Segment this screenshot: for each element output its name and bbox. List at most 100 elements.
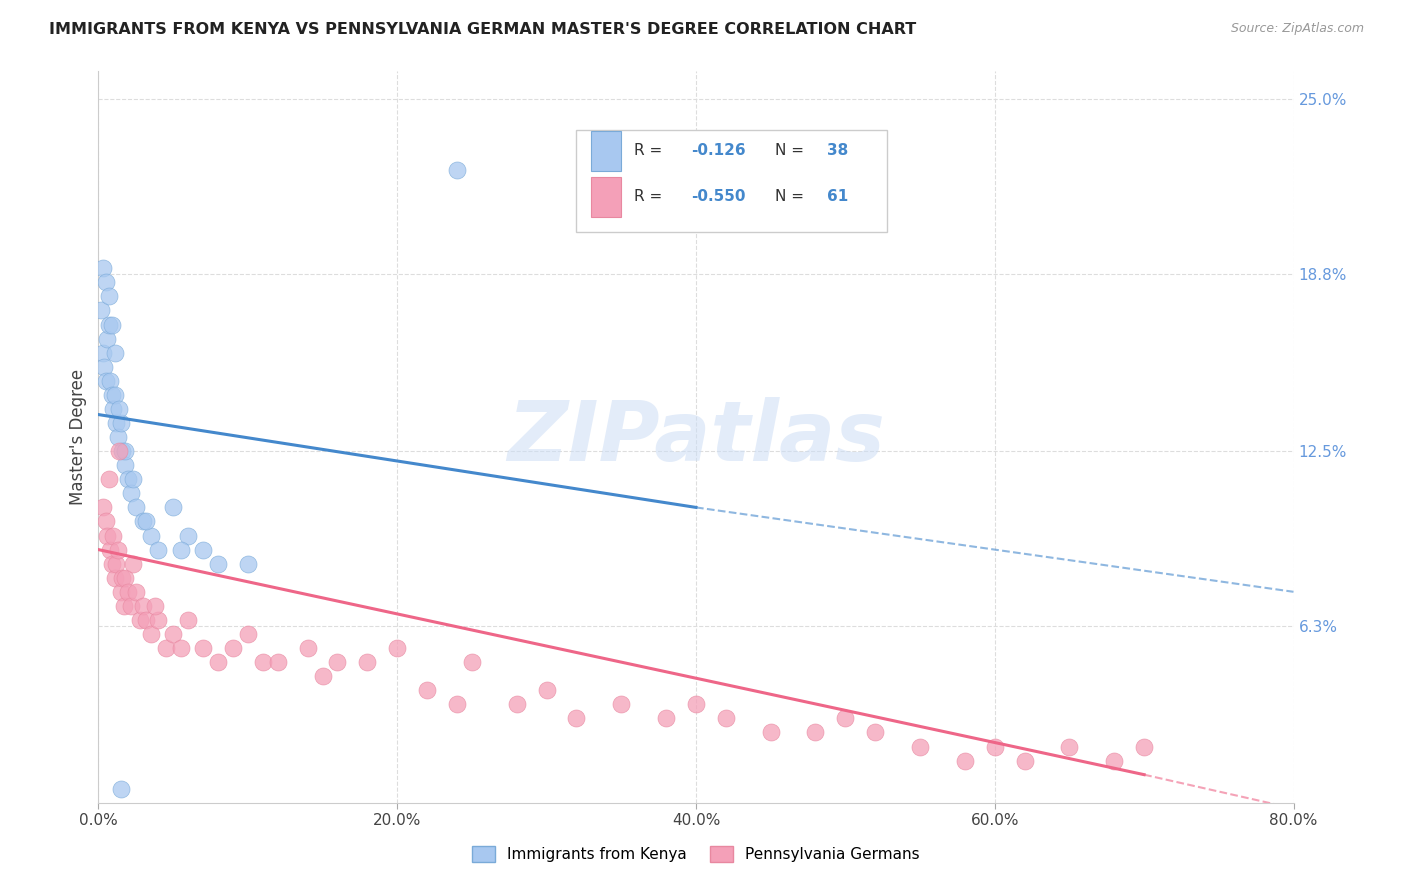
Point [101, 318, 124, 332]
Point [714, 711, 737, 725]
Point [865, 725, 887, 739]
Point [114, 444, 136, 458]
Point [120, 599, 142, 613]
Bar [591, 130, 620, 171]
Point [461, 655, 484, 669]
Text: N =: N = [775, 189, 808, 204]
Point [446, 698, 468, 712]
Point [655, 711, 678, 725]
Point [191, 641, 214, 656]
Point [104, 388, 127, 402]
Point [177, 613, 200, 627]
Text: R =: R = [634, 189, 666, 204]
Point [148, 542, 170, 557]
Point [132, 599, 155, 613]
Point [311, 669, 333, 683]
Point [177, 528, 200, 542]
Point [111, 571, 134, 585]
Point [139, 528, 162, 542]
Point [129, 613, 152, 627]
Point [685, 698, 707, 712]
Point [135, 613, 157, 627]
Point [114, 458, 136, 473]
Point [536, 683, 558, 698]
Point [121, 557, 143, 571]
Point [1014, 754, 1036, 768]
Point [94, 515, 117, 529]
Point [101, 388, 124, 402]
Point [162, 500, 184, 515]
Text: ZIPatlas: ZIPatlas [508, 397, 884, 477]
Point [107, 430, 129, 444]
FancyBboxPatch shape [576, 130, 887, 232]
Point [103, 401, 125, 416]
Point [207, 655, 229, 669]
Point [105, 557, 128, 571]
Text: 38: 38 [827, 144, 849, 158]
Text: N =: N = [775, 144, 808, 158]
Point [103, 528, 125, 542]
Legend: Immigrants from Kenya, Pennsylvania Germans: Immigrants from Kenya, Pennsylvania Germ… [465, 840, 927, 868]
Point [297, 641, 319, 656]
Point [125, 500, 148, 515]
Point [1104, 754, 1126, 768]
Point [565, 711, 588, 725]
Point [148, 613, 170, 627]
Point [91, 261, 114, 276]
Point [385, 641, 409, 656]
Point [121, 472, 143, 486]
Point [117, 472, 139, 486]
Point [1059, 739, 1081, 754]
Point [91, 500, 114, 515]
Point [125, 584, 148, 599]
Point [101, 557, 124, 571]
Point [108, 444, 131, 458]
Point [610, 698, 633, 712]
Point [110, 584, 132, 599]
Point [506, 698, 529, 712]
Point [252, 655, 274, 669]
Text: -0.550: -0.550 [692, 189, 745, 204]
Bar [591, 177, 620, 217]
Point [834, 711, 856, 725]
Text: IMMIGRANTS FROM KENYA VS PENNSYLVANIA GERMAN MASTER'S DEGREE CORRELATION CHART: IMMIGRANTS FROM KENYA VS PENNSYLVANIA GE… [49, 22, 917, 37]
Point [207, 557, 229, 571]
Point [139, 627, 162, 641]
Point [98, 374, 122, 388]
Point [97, 318, 120, 332]
Point [135, 515, 157, 529]
Point [97, 472, 120, 486]
Point [94, 374, 117, 388]
Point [90, 303, 112, 318]
Point [953, 754, 976, 768]
Point [91, 345, 114, 359]
Point [112, 599, 135, 613]
Point [908, 739, 931, 754]
Point [107, 542, 129, 557]
Point [236, 627, 259, 641]
Point [117, 584, 139, 599]
Point [416, 683, 439, 698]
Point [120, 486, 142, 500]
Point [94, 276, 117, 290]
Point [804, 725, 827, 739]
Text: R =: R = [634, 144, 666, 158]
Point [143, 599, 166, 613]
Text: Source: ZipAtlas.com: Source: ZipAtlas.com [1230, 22, 1364, 36]
Point [105, 416, 128, 430]
Y-axis label: Master's Degree: Master's Degree [69, 369, 87, 505]
Point [162, 627, 184, 641]
Point [236, 557, 259, 571]
Point [222, 641, 245, 656]
Point [108, 401, 131, 416]
Point [759, 725, 782, 739]
Point [98, 542, 122, 557]
Point [446, 162, 468, 177]
Point [191, 542, 214, 557]
Point [110, 416, 132, 430]
Text: 61: 61 [827, 189, 849, 204]
Text: -0.126: -0.126 [692, 144, 745, 158]
Point [93, 359, 115, 374]
Point [132, 515, 155, 529]
Point [155, 641, 177, 656]
